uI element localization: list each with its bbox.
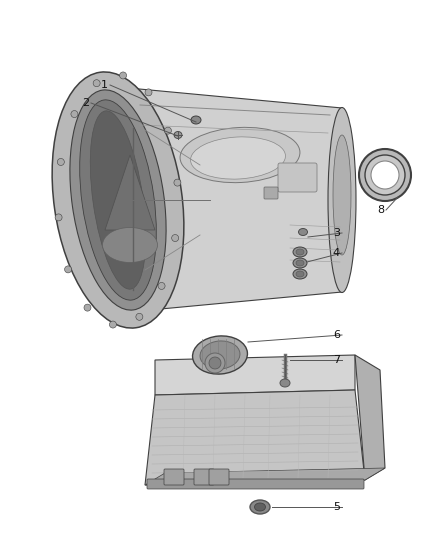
FancyBboxPatch shape	[164, 469, 184, 485]
Ellipse shape	[136, 313, 143, 320]
Polygon shape	[145, 390, 365, 485]
Text: 2: 2	[82, 98, 89, 108]
Ellipse shape	[84, 304, 91, 311]
Text: 4: 4	[333, 248, 340, 258]
FancyBboxPatch shape	[209, 469, 229, 485]
Ellipse shape	[280, 379, 290, 387]
Ellipse shape	[293, 247, 307, 257]
Ellipse shape	[293, 258, 307, 268]
Ellipse shape	[254, 503, 265, 511]
Ellipse shape	[296, 249, 304, 255]
Text: 5: 5	[333, 502, 340, 512]
Ellipse shape	[174, 179, 181, 186]
Ellipse shape	[145, 89, 152, 96]
Ellipse shape	[180, 127, 300, 183]
Ellipse shape	[90, 111, 146, 289]
Ellipse shape	[371, 161, 399, 189]
Ellipse shape	[120, 72, 127, 79]
FancyBboxPatch shape	[194, 469, 214, 485]
FancyBboxPatch shape	[264, 187, 278, 199]
Ellipse shape	[296, 260, 304, 266]
Polygon shape	[118, 87, 342, 313]
Ellipse shape	[365, 155, 405, 195]
Ellipse shape	[191, 116, 201, 124]
Text: 1: 1	[101, 80, 108, 90]
Text: 3: 3	[333, 228, 340, 238]
Ellipse shape	[209, 357, 221, 369]
Ellipse shape	[200, 341, 240, 369]
Ellipse shape	[205, 353, 225, 373]
Ellipse shape	[328, 108, 356, 293]
Ellipse shape	[52, 72, 184, 328]
Ellipse shape	[71, 110, 78, 118]
Polygon shape	[155, 355, 355, 395]
Ellipse shape	[93, 80, 100, 87]
Text: 6: 6	[333, 330, 340, 340]
Ellipse shape	[70, 90, 166, 310]
Ellipse shape	[55, 214, 62, 221]
Ellipse shape	[57, 158, 64, 165]
Polygon shape	[145, 468, 385, 485]
FancyBboxPatch shape	[147, 479, 364, 489]
Polygon shape	[355, 355, 385, 480]
Ellipse shape	[333, 135, 351, 255]
Ellipse shape	[293, 269, 307, 279]
Ellipse shape	[64, 266, 71, 273]
Ellipse shape	[102, 228, 158, 262]
Ellipse shape	[110, 321, 117, 328]
FancyBboxPatch shape	[278, 163, 317, 192]
Ellipse shape	[164, 127, 171, 134]
Text: 7: 7	[333, 355, 340, 365]
Ellipse shape	[299, 229, 307, 236]
Polygon shape	[105, 155, 155, 230]
Ellipse shape	[359, 149, 411, 201]
Ellipse shape	[250, 500, 270, 514]
Text: 8: 8	[377, 205, 384, 215]
Ellipse shape	[158, 282, 165, 289]
Ellipse shape	[191, 137, 286, 179]
Ellipse shape	[172, 235, 179, 241]
Ellipse shape	[174, 132, 182, 139]
Ellipse shape	[80, 100, 156, 300]
Ellipse shape	[296, 271, 304, 277]
Ellipse shape	[193, 336, 247, 374]
